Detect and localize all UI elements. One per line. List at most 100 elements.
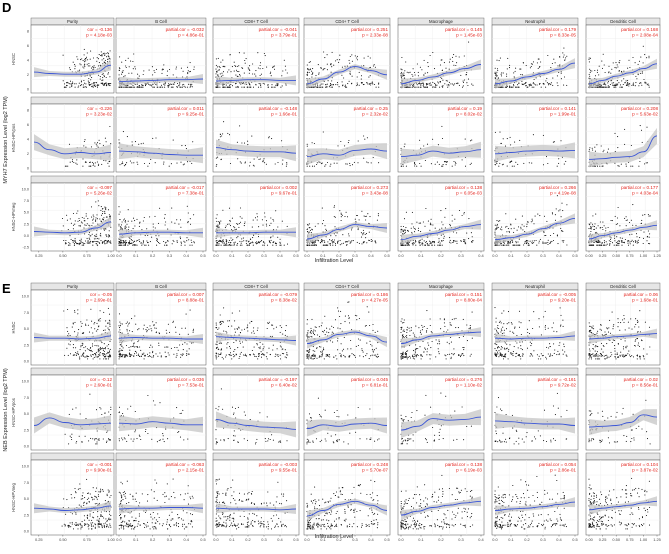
data-point bbox=[648, 216, 649, 217]
stat-pvalue: p = 2.08e-04 bbox=[632, 33, 658, 38]
x-tick-label: 0.3 bbox=[167, 253, 172, 258]
data-point bbox=[82, 245, 83, 246]
data-point bbox=[638, 85, 639, 86]
data-point bbox=[457, 83, 458, 84]
data-point bbox=[149, 352, 150, 353]
data-point bbox=[140, 243, 141, 244]
subplot: partial.cor = 0.25p = 2.32e-02 bbox=[304, 97, 390, 172]
data-point bbox=[119, 348, 120, 349]
data-point bbox=[638, 242, 639, 243]
data-point bbox=[123, 70, 124, 71]
data-point bbox=[76, 83, 77, 84]
data-point bbox=[282, 353, 283, 354]
data-point bbox=[75, 347, 76, 348]
data-point bbox=[500, 229, 501, 230]
data-point bbox=[455, 162, 456, 163]
data-point bbox=[82, 333, 83, 334]
data-point bbox=[90, 59, 91, 60]
x-tick-label: 0.0 bbox=[213, 253, 219, 258]
data-point bbox=[151, 330, 152, 331]
data-point bbox=[108, 236, 109, 237]
data-point bbox=[501, 87, 502, 88]
data-point bbox=[194, 242, 195, 243]
data-point bbox=[526, 226, 527, 227]
data-point bbox=[129, 242, 130, 243]
data-point bbox=[507, 68, 508, 69]
stat-correlation: partial.cor = 0.25 bbox=[354, 106, 389, 111]
data-point bbox=[118, 325, 119, 326]
data-point bbox=[217, 157, 218, 158]
data-point bbox=[102, 211, 103, 212]
data-point bbox=[444, 161, 445, 162]
data-point bbox=[555, 214, 556, 215]
data-point bbox=[434, 245, 435, 246]
data-point bbox=[627, 219, 628, 220]
data-point bbox=[564, 164, 565, 165]
data-point bbox=[345, 85, 346, 86]
data-point bbox=[94, 238, 95, 239]
data-point bbox=[625, 239, 626, 240]
data-point bbox=[444, 62, 445, 63]
data-point bbox=[277, 162, 278, 163]
data-point bbox=[122, 221, 123, 222]
data-point bbox=[589, 147, 590, 148]
data-point bbox=[646, 57, 647, 58]
data-point bbox=[255, 217, 256, 218]
data-point bbox=[239, 223, 240, 224]
data-point bbox=[125, 221, 126, 222]
stat-pvalue: p = 8.38e-02 bbox=[271, 298, 297, 303]
data-point bbox=[498, 227, 499, 228]
data-point bbox=[104, 242, 105, 243]
data-point bbox=[263, 346, 264, 347]
data-point bbox=[193, 241, 194, 242]
data-point bbox=[190, 62, 191, 63]
data-point bbox=[365, 234, 366, 235]
data-point bbox=[258, 347, 259, 348]
data-point bbox=[601, 245, 602, 246]
data-point bbox=[539, 215, 540, 216]
data-point bbox=[466, 82, 467, 83]
data-point bbox=[169, 166, 170, 167]
data-point bbox=[79, 358, 80, 359]
data-point bbox=[250, 239, 251, 240]
stat-pvalue: p = 3.79e-01 bbox=[271, 33, 297, 38]
data-point bbox=[225, 227, 226, 228]
data-point bbox=[369, 232, 370, 233]
data-point bbox=[103, 85, 104, 86]
data-point bbox=[307, 74, 308, 75]
data-point bbox=[566, 85, 567, 86]
data-point bbox=[165, 356, 166, 357]
data-point bbox=[239, 52, 240, 53]
data-point bbox=[617, 147, 618, 148]
data-point bbox=[188, 221, 189, 222]
data-point bbox=[278, 356, 279, 357]
data-point bbox=[67, 309, 68, 310]
data-point bbox=[453, 241, 454, 242]
data-point bbox=[589, 74, 590, 75]
data-point bbox=[76, 355, 77, 356]
data-point bbox=[322, 322, 323, 323]
data-point bbox=[169, 332, 170, 333]
data-point bbox=[157, 356, 158, 357]
data-point bbox=[126, 329, 127, 330]
data-point bbox=[405, 232, 406, 233]
data-point bbox=[180, 357, 181, 358]
data-point bbox=[104, 53, 105, 54]
data-point bbox=[435, 84, 436, 85]
data-point bbox=[511, 228, 512, 229]
data-point bbox=[150, 159, 151, 160]
data-point bbox=[515, 68, 516, 69]
data-point bbox=[650, 215, 651, 216]
data-point bbox=[494, 232, 495, 233]
data-point bbox=[262, 219, 263, 220]
data-point bbox=[496, 60, 497, 61]
data-point bbox=[462, 159, 463, 160]
data-point bbox=[336, 163, 337, 164]
data-point bbox=[107, 328, 108, 329]
data-point bbox=[333, 84, 334, 85]
data-point bbox=[442, 245, 443, 246]
data-point bbox=[234, 349, 235, 350]
data-point bbox=[154, 324, 155, 325]
data-point bbox=[229, 320, 230, 321]
data-point bbox=[411, 74, 412, 75]
